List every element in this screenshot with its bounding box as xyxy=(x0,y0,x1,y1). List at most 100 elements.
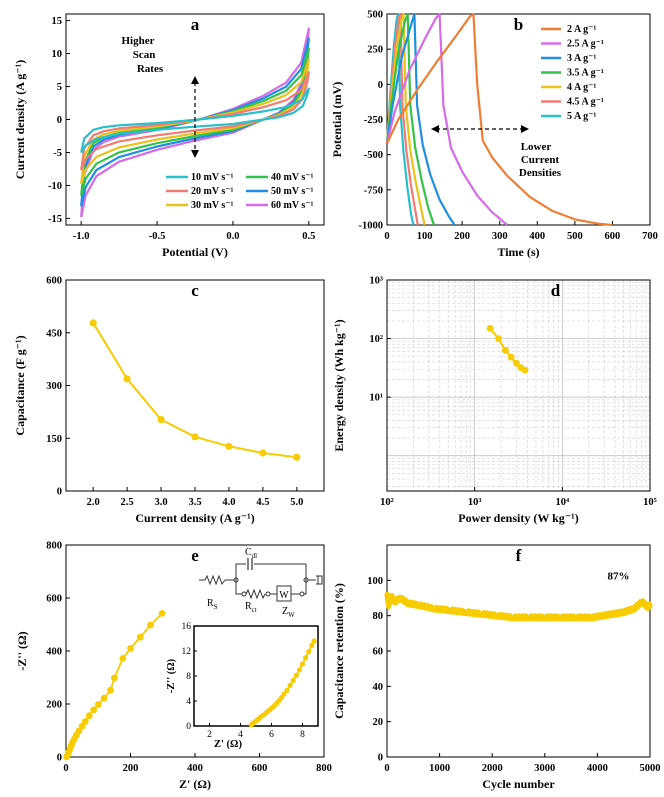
cdl-label-main: C xyxy=(245,547,252,558)
rs-label-sub: S xyxy=(214,603,218,611)
y-tick-label: 60 xyxy=(373,647,384,658)
y-axis-label: Energy density (Wh kg⁻¹) xyxy=(332,319,346,451)
capacitance-point xyxy=(225,442,233,450)
warburg-label: W xyxy=(279,590,289,601)
nyquist-point xyxy=(127,645,134,652)
retention-point xyxy=(610,611,616,617)
plot-frame-c xyxy=(65,279,325,492)
annotation-text: Rates xyxy=(137,63,164,75)
retention-point xyxy=(447,607,453,614)
inset-y-tick-label: 12 xyxy=(182,647,192,657)
retention-point xyxy=(647,602,653,608)
panel-label-b: b xyxy=(514,15,523,34)
y-tick-label: 15 xyxy=(52,16,63,27)
y-tick-label: 40 xyxy=(373,682,384,693)
retention-point xyxy=(631,606,637,612)
y-tick-label: -750 xyxy=(364,185,383,196)
x-tick-label: 100 xyxy=(417,231,433,242)
x-tick-label: 1000 xyxy=(429,763,450,774)
nyquist-point xyxy=(81,718,89,725)
x-tick-label: 200 xyxy=(454,231,470,242)
ragone-point xyxy=(521,366,529,374)
circuit-wire xyxy=(235,580,242,595)
resistor-rs-icon xyxy=(204,574,226,586)
panel-label-e: e xyxy=(191,546,199,565)
x-tick-label: 5.0 xyxy=(290,497,303,508)
inset-nyquist-point xyxy=(303,655,309,661)
arrow-head-down xyxy=(191,150,199,158)
zw-label-sub: W xyxy=(288,611,295,619)
y-axis-label: Capacitance retention (%) xyxy=(332,583,346,719)
gcd-curve xyxy=(385,12,456,226)
legend-label: 4.5 A g⁻¹ xyxy=(567,97,604,108)
cv-curve xyxy=(80,87,310,154)
y-tick-label: 500 xyxy=(367,10,383,21)
retention-point xyxy=(416,602,422,608)
nyquist-point xyxy=(78,722,86,730)
panel-label-c: c xyxy=(191,281,199,300)
capacitance-point xyxy=(293,453,301,461)
x-axis-label: Current density (A g⁻¹) xyxy=(135,511,254,525)
legend-label: 2.5 A g⁻¹ xyxy=(567,39,604,50)
y-axis-label: Potential (mV) xyxy=(330,82,344,158)
y-axis-label: Current density (A g⁻¹) xyxy=(13,60,27,179)
x-tick-label: 3.0 xyxy=(154,497,167,508)
gcd-curve xyxy=(385,12,436,226)
inset-x-tick-label: 6 xyxy=(269,730,274,740)
y-tick-label: -250 xyxy=(364,115,383,126)
ragone-point xyxy=(502,346,509,354)
x-tick-label: 0.0 xyxy=(226,231,239,242)
y-tick-label: 300 xyxy=(46,381,62,392)
circuit-terminal-icon xyxy=(316,575,323,585)
rct-label-sub: ct xyxy=(252,606,257,614)
x-tick-label: 400 xyxy=(187,763,203,774)
nyquist-point xyxy=(90,706,98,714)
x-tick-label: 0 xyxy=(63,763,68,774)
legend-label: 30 mV s⁻¹ xyxy=(191,200,234,211)
rct-label-main: R xyxy=(245,601,252,612)
x-tick-label: 3000 xyxy=(534,763,555,774)
y-tick-label: 20 xyxy=(373,717,384,728)
x-tick-label: -1.0 xyxy=(73,231,90,242)
arrow-head-up xyxy=(191,76,199,84)
rs-label-main: R xyxy=(207,598,214,609)
circuit-node xyxy=(265,591,271,597)
legend-label: 5 A g⁻¹ xyxy=(567,111,596,122)
ragone-point xyxy=(495,335,502,342)
y-tick-label: 200 xyxy=(46,700,62,711)
inset-nyquist-point xyxy=(309,642,315,649)
cv-curve xyxy=(80,71,310,171)
x-tick-label: 600 xyxy=(252,763,268,774)
panel-label-a: a xyxy=(191,15,200,34)
x-axis-label: Potential (V) xyxy=(162,245,228,259)
y-axis-label: Capacitance (F g⁻¹) xyxy=(13,335,27,435)
x-tick-label: 0.5 xyxy=(302,231,315,242)
x-tick-label: 2.0 xyxy=(87,497,100,508)
retention-point xyxy=(510,614,516,621)
capacitance-point xyxy=(259,449,267,457)
retention-point xyxy=(386,602,392,608)
inset-x-axis-label: Z' (Ω) xyxy=(214,739,242,750)
retention-point xyxy=(384,591,390,598)
inset-y-tick-label: 0 xyxy=(186,722,191,732)
y-tick-label: 5 xyxy=(57,82,62,93)
legend-label: 20 mV s⁻¹ xyxy=(191,186,234,197)
annotation-text: Current xyxy=(521,154,560,166)
arrow-head-left xyxy=(431,125,439,133)
y-tick-label: 150 xyxy=(46,434,62,445)
legend-label: 60 mV s⁻¹ xyxy=(271,200,314,211)
inset-y-tick-label: 4 xyxy=(186,697,191,707)
x-tick-label: 10⁴ xyxy=(556,497,571,508)
annotation-text: Lower xyxy=(521,141,552,153)
cv-curve xyxy=(80,58,310,185)
y-tick-label: 800 xyxy=(46,541,62,552)
x-axis-label: Power density (W kg⁻¹) xyxy=(458,511,579,525)
ragone-point xyxy=(513,359,520,367)
circuit-wire xyxy=(304,564,307,595)
ragone-point xyxy=(486,324,494,332)
retention-point xyxy=(639,598,645,605)
y-tick-label: 400 xyxy=(46,647,62,658)
x-tick-label: 2000 xyxy=(482,763,503,774)
inset-nyquist-point xyxy=(290,677,296,684)
cdl-label-sub: dl xyxy=(252,552,258,560)
